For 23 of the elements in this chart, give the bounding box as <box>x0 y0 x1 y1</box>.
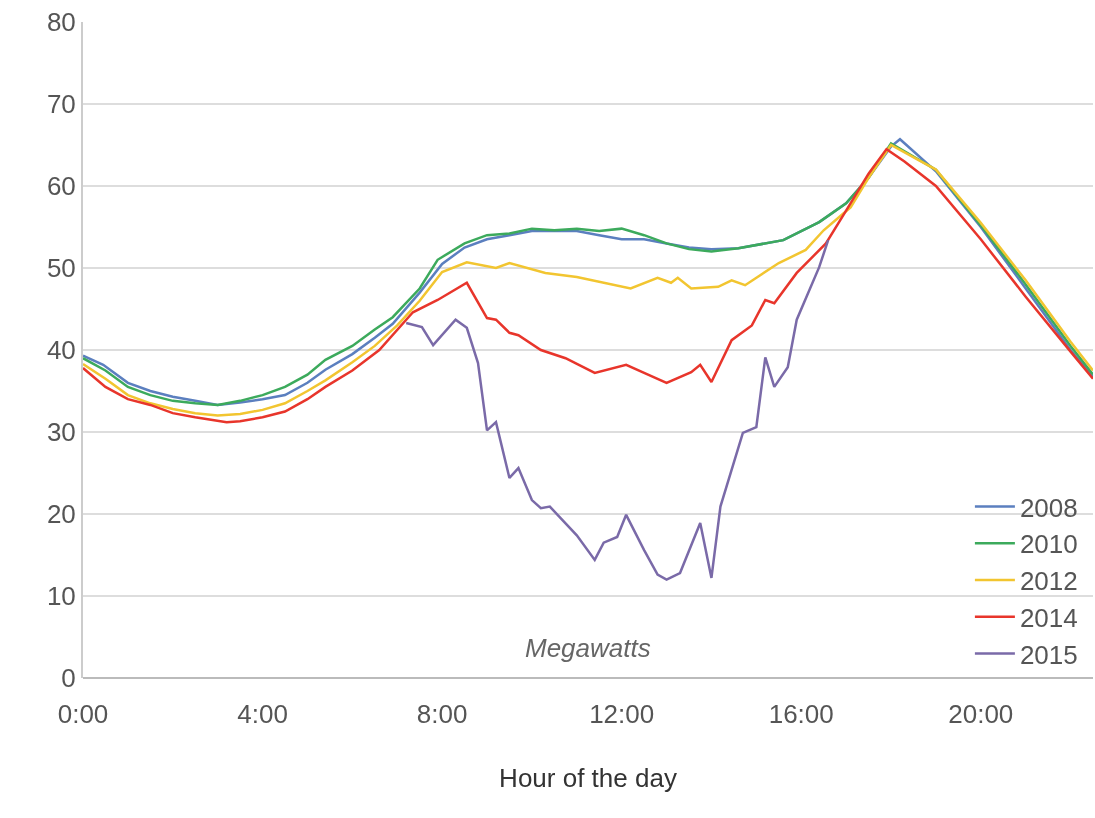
x-tick-label: 4:00 <box>237 699 288 729</box>
y-tick-label: 10 <box>46 581 76 612</box>
y-tick-label: 50 <box>46 253 76 284</box>
legend-label: 2008 <box>1019 492 1078 523</box>
line-series <box>404 238 830 581</box>
y-axis-title: Megawatts <box>525 633 651 663</box>
x-axis-title: Hour of the day <box>499 762 677 793</box>
y-tick-label: 20 <box>46 499 76 530</box>
legend-label: 2010 <box>1019 529 1078 560</box>
legend-label: 2015 <box>1019 639 1078 670</box>
x-tick-label: 12:00 <box>589 699 655 729</box>
y-tick-label: 60 <box>46 171 76 202</box>
y-tick-label: 0 <box>61 663 76 694</box>
x-tick-label: 16:00 <box>768 699 834 729</box>
x-tick-label: 0:00 <box>57 699 109 729</box>
legend-label: 2014 <box>1019 602 1078 633</box>
y-tick-label: 80 <box>46 7 76 38</box>
y-tick-label: 70 <box>46 89 76 120</box>
legend-label: 2012 <box>1019 566 1078 597</box>
y-tick-label: 40 <box>46 335 76 366</box>
x-tick-label: 8:00 <box>416 699 468 729</box>
y-tick-label: 30 <box>46 417 76 448</box>
x-tick-label: 20:00 <box>948 699 1014 729</box>
